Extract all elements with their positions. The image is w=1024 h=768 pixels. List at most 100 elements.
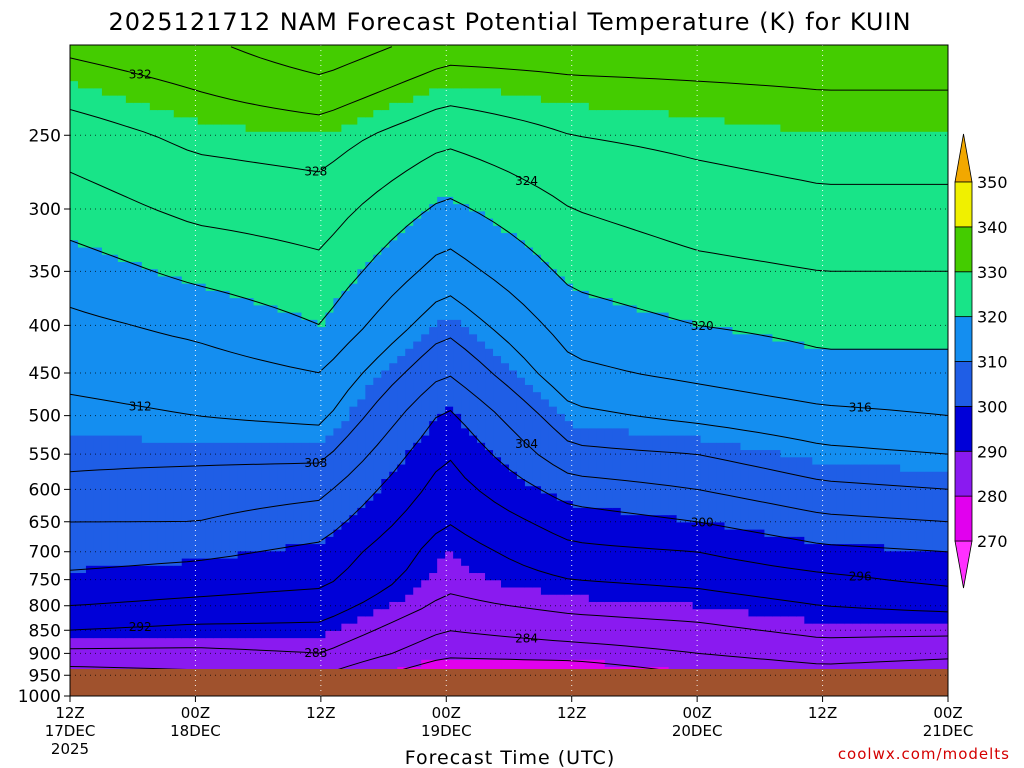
- theta-band-cell: [493, 45, 502, 89]
- theta-band-cell: [740, 124, 750, 335]
- theta-band-cell: [109, 254, 119, 437]
- contour-label: 284: [515, 631, 538, 645]
- theta-band-cell: [828, 623, 837, 683]
- colorbar-swatch: [954, 181, 973, 228]
- theta-band-cell: [317, 544, 327, 639]
- contour-line-312: [70, 295, 948, 455]
- theta-band-cell: [325, 131, 334, 314]
- theta-band-cell: [173, 565, 183, 639]
- theta-band-cell: [197, 442, 207, 560]
- theta-band-cell: [253, 305, 263, 444]
- theta-band-cell: [349, 283, 358, 408]
- theta-band-cell: [900, 471, 909, 552]
- theta-band-cell: [716, 522, 726, 610]
- theta-band-cell: [660, 601, 670, 668]
- theta-band-cell: [924, 45, 933, 133]
- theta-band-cell: [684, 45, 694, 118]
- theta-band-cell: [293, 442, 303, 545]
- theta-band-cell: [381, 110, 390, 249]
- theta-band-cell: [141, 45, 151, 104]
- theta-band-cell: [860, 623, 869, 683]
- theta-band-cell: [940, 471, 948, 552]
- theta-band-cell: [269, 305, 279, 444]
- theta-band-cell: [900, 551, 909, 625]
- theta-band-cell: [70, 240, 79, 437]
- theta-band-cell: [556, 276, 566, 415]
- theta-band-cell: [588, 601, 598, 661]
- theta-band-cell: [932, 131, 941, 350]
- theta-band-cell: [429, 204, 438, 328]
- theta-band-cell: [564, 500, 574, 596]
- theta-band-cell: [341, 290, 350, 422]
- theta-band-cell: [668, 601, 678, 675]
- theta-band-cell: [413, 45, 422, 97]
- theta-band-cell: [788, 457, 797, 538]
- theta-band-cell: [269, 551, 279, 639]
- theta-band-cell: [876, 131, 885, 350]
- theta-band-cell: [381, 609, 390, 675]
- theta-band-cell: [636, 110, 646, 314]
- theta-band-cell: [876, 464, 885, 545]
- theta-band-cell: [245, 551, 255, 639]
- theta-band-cell: [213, 45, 223, 126]
- theta-band-cell: [572, 428, 582, 509]
- theta-band-cell: [405, 594, 414, 668]
- colorbar-legend: 270 280 290 300 310 320 330 340 350: [954, 133, 1008, 589]
- theta-band-cell: [772, 341, 781, 451]
- theta-band-cell: [580, 594, 590, 661]
- theta-band-cell: [485, 580, 494, 661]
- theta-band-cell: [916, 45, 925, 133]
- theta-band-cell: [229, 124, 239, 299]
- theta-band-cell: [916, 348, 925, 473]
- theta-band-cell: [764, 334, 773, 451]
- contour-label: 324: [515, 174, 538, 188]
- theta-band-cell: [405, 102, 414, 227]
- theta-band-cell: [93, 45, 103, 89]
- theta-band-cell: [804, 623, 813, 683]
- theta-band-cell: [820, 623, 829, 683]
- theta-band-cell: [884, 45, 893, 133]
- theta-band-cell: [836, 464, 845, 545]
- theta-band-cell: [101, 254, 111, 437]
- theta-band-cell: [429, 88, 438, 205]
- theta-band-cell: [77, 45, 87, 89]
- theta-band-cell: [652, 110, 662, 314]
- theta-band-cell: [764, 616, 773, 683]
- contour-line-332: [70, 57, 948, 116]
- theta-band-cell: [532, 45, 542, 97]
- theta-band-cell: [876, 45, 885, 133]
- theta-band-cell: [868, 348, 877, 466]
- theta-band-cell: [868, 131, 877, 350]
- theta-band-cell: [652, 515, 662, 603]
- theta-band-cell: [229, 558, 239, 639]
- theta-band-cell: [612, 428, 622, 509]
- theta-band-cell: [796, 457, 805, 538]
- theta-band-cell: [309, 544, 319, 639]
- theta-band-cell: [692, 609, 702, 675]
- theta-band-cell: [532, 486, 542, 589]
- theta-band-cell: [437, 45, 446, 89]
- colorbar-label: 290: [977, 442, 1008, 461]
- theta-band-cell: [221, 558, 231, 639]
- theta-band-cell: [852, 131, 861, 350]
- theta-band-cell: [756, 124, 766, 335]
- contour-label: 332: [129, 68, 152, 82]
- x-axis-label: Forecast Time (UTC): [405, 747, 615, 768]
- theta-band-cell: [293, 544, 303, 639]
- theta-band-cell: [660, 312, 670, 437]
- theta-band-cell: [860, 348, 869, 466]
- colorbar-label: 350: [977, 173, 1008, 192]
- theta-band-cell: [788, 131, 797, 343]
- theta-band-cell: [524, 95, 534, 249]
- theta-band-cell: [205, 638, 215, 690]
- credit-text: coolwx.com/modelts: [838, 745, 1010, 763]
- theta-band-cell: [277, 638, 287, 690]
- theta-band-cell: [221, 124, 231, 292]
- theta-band-cell: [237, 298, 247, 444]
- theta-band-cell: [668, 435, 678, 516]
- y-tick-label: 850: [29, 621, 61, 641]
- theta-band-cell: [628, 435, 638, 516]
- theta-band-cell: [876, 544, 885, 625]
- theta-band-cell: [285, 442, 295, 545]
- theta-band-cell: [820, 464, 829, 545]
